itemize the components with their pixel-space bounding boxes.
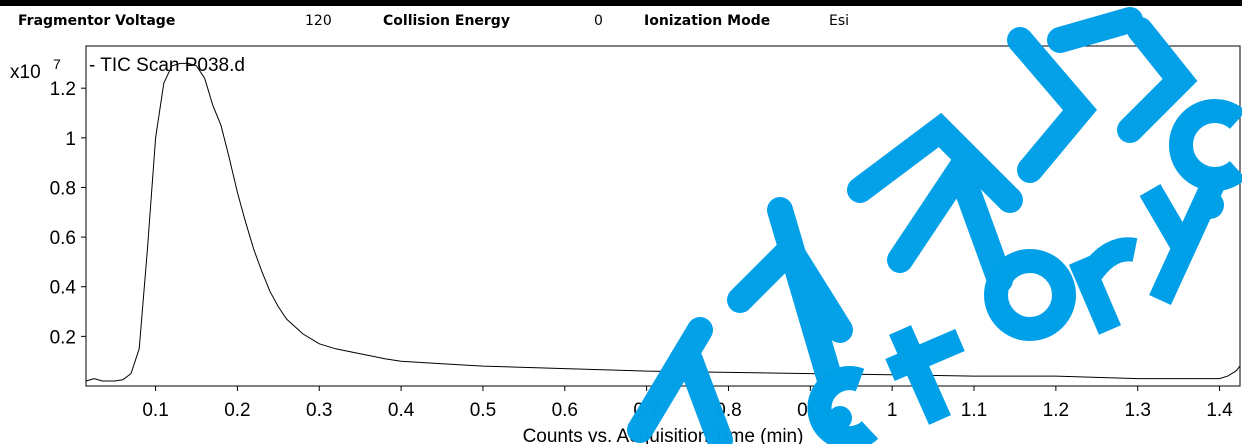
acquisition-parameters: Fragmentor Voltage 120 Collision Energy … <box>0 13 1242 35</box>
y-tick-label: 1 <box>65 129 76 150</box>
top-border-bar <box>0 0 1242 6</box>
y-tick-label: 1.2 <box>50 79 76 100</box>
ionization-mode-value: Esi <box>829 13 850 29</box>
ionization-mode-label: Ionization Mode <box>644 13 771 29</box>
y-axis-ticks: 0.2 0.4 0.6 0.8 1 1.2 <box>50 79 86 348</box>
y-tick-label: 0.4 <box>50 278 77 299</box>
x-tick-label: 0.9 <box>797 400 823 421</box>
fragmentor-voltage-label: Fragmentor Voltage <box>18 13 176 29</box>
fragmentor-voltage-value: 120 <box>305 13 332 29</box>
x-tick-label: 1 <box>887 400 898 421</box>
x-tick-label: 1.3 <box>1124 400 1150 421</box>
x-axis-ticks: 0.1 0.2 0.3 0.4 0.5 0.6 0.7 0.8 0.9 1 1.1 1.2 1.3 1.4 <box>142 386 1233 421</box>
plot-frame <box>85 45 1241 387</box>
chart-title: - TIC Scan P038.d <box>89 55 245 76</box>
x-tick-label: 0.8 <box>715 400 741 421</box>
x-axis-label: Counts vs. Acquisition Time (min) <box>523 426 804 444</box>
x-tick-label: 0.4 <box>388 400 415 421</box>
x-tick-label: 0.1 <box>142 400 168 421</box>
y-exponent-label: 7 <box>53 56 61 72</box>
x-tick-label: 0.6 <box>552 400 578 421</box>
y-multiplier-label: x10 <box>10 62 41 83</box>
y-tick-label: 0.2 <box>50 327 76 348</box>
x-tick-label: 0.7 <box>633 400 659 421</box>
x-tick-label: 0.2 <box>224 400 250 421</box>
collision-energy-label: Collision Energy <box>383 13 510 29</box>
y-tick-label: 0.8 <box>50 178 76 199</box>
collision-energy-value: 0 <box>594 13 603 29</box>
x-tick-label: 1.1 <box>961 400 987 421</box>
x-tick-label: 0.5 <box>470 400 496 421</box>
x-tick-label: 1.4 <box>1206 400 1233 421</box>
x-tick-label: 0.3 <box>306 400 332 421</box>
y-tick-label: 0.6 <box>50 228 76 249</box>
x-tick-label: 1.2 <box>1043 400 1069 421</box>
tic-trace <box>85 62 1241 382</box>
